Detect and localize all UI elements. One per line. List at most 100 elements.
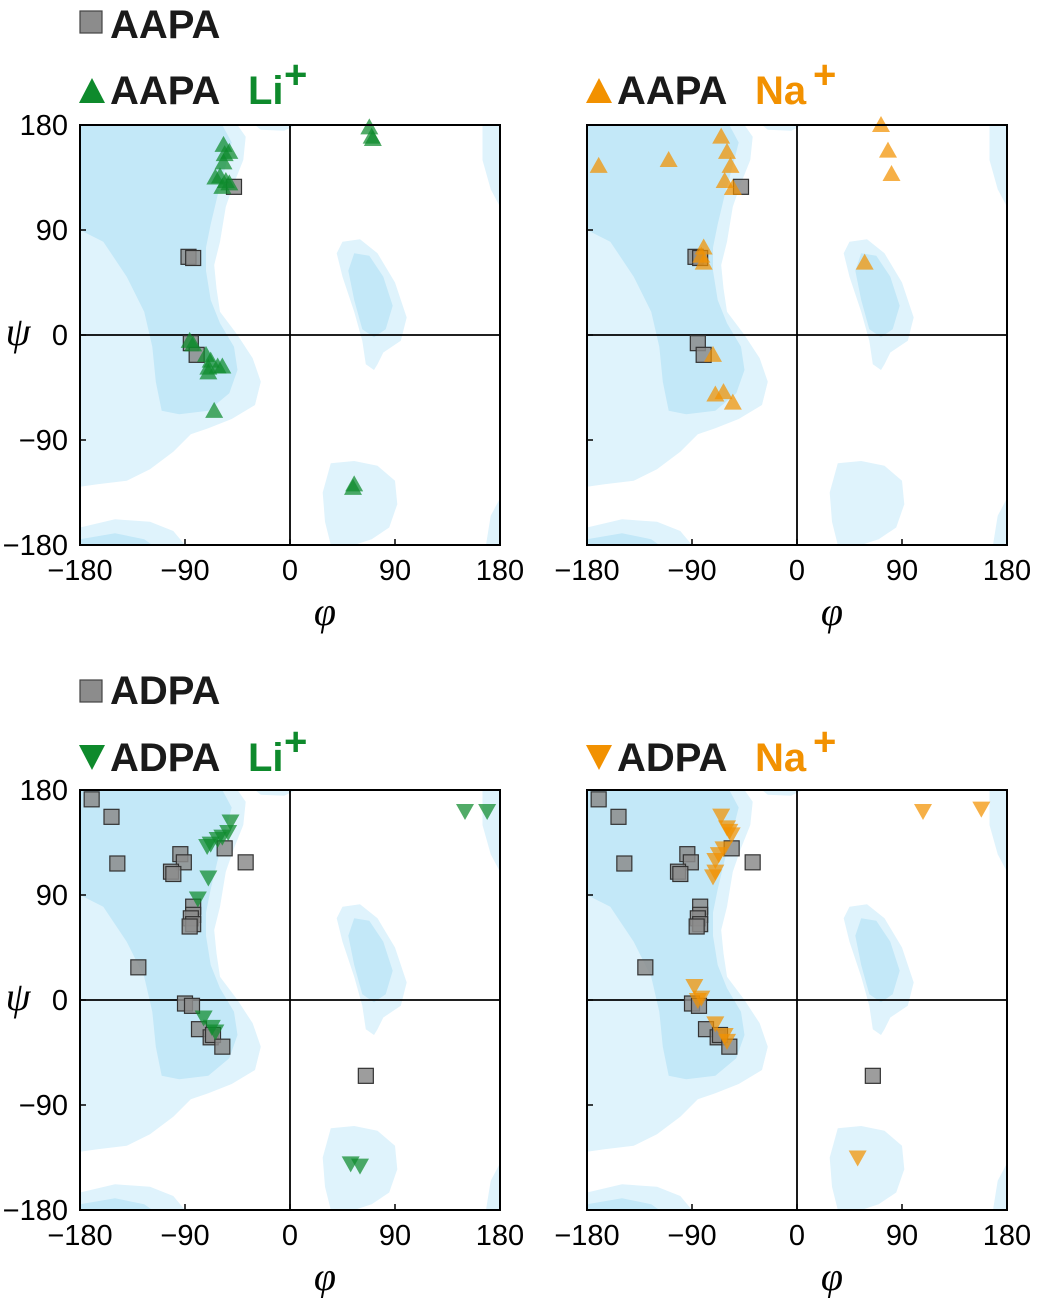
marker-square-gray-2 xyxy=(109,855,126,872)
legend-aapa-na: AAPA Na + xyxy=(586,53,836,113)
region-edge-bottom-right-light xyxy=(993,498,1007,545)
marker-square-gray-16 xyxy=(183,997,201,1014)
marker-triangle-down-green-0 xyxy=(456,804,474,820)
marker-square-gray-2 xyxy=(185,249,202,267)
x-tick-label: 0 xyxy=(282,1220,298,1252)
legend-adpa-na-charge: + xyxy=(813,720,836,764)
region-bottom-left-dark xyxy=(587,533,660,545)
region-bottom-left-dark xyxy=(80,1198,153,1210)
region-left-alpha-dark xyxy=(348,918,393,1003)
region-edge-top-right-light xyxy=(482,790,500,872)
x-axis-label: φ xyxy=(314,589,336,634)
legend-adpa: ADPA xyxy=(79,669,220,713)
y-axis-label: ψ xyxy=(6,974,32,1019)
marker-square-gray-2 xyxy=(616,855,633,872)
marker-square-gray-0 xyxy=(83,791,100,808)
region-edge-top-light xyxy=(255,125,296,131)
x-tick-label: 180 xyxy=(983,555,1031,587)
marker-triangle-down-orange-10 xyxy=(704,869,722,886)
region-edge-top-light xyxy=(762,125,803,131)
legend-adpa-na-triangle-icon xyxy=(586,745,612,770)
x-tick-label: −90 xyxy=(667,555,716,587)
legend-adpa-li-ion: Li xyxy=(248,736,284,780)
marker-triangle-up-green-19 xyxy=(213,357,232,374)
marker-triangle-up-orange-4 xyxy=(721,156,740,173)
marker-triangle-down-orange-2 xyxy=(712,808,731,825)
x-axis-label: φ xyxy=(821,589,843,634)
marker-triangle-down-orange-5 xyxy=(722,827,741,844)
region-edge-top-light xyxy=(762,790,803,796)
panel-0: −180 −90 0 90 180 φ 180 90 0 −90 −180 ψ xyxy=(3,110,525,634)
panel-1: −180 −90 0 90 180 φ xyxy=(554,116,1031,634)
marker-triangle-down-green-1 xyxy=(478,804,497,820)
legend-adpa-li-charge: + xyxy=(284,720,307,764)
x-tick-label: −90 xyxy=(160,555,209,587)
marker-square-gray-0 xyxy=(590,791,607,808)
marker-triangle-up-orange-13 xyxy=(855,253,874,270)
region-bottom-light xyxy=(322,461,398,545)
marker-triangle-down-orange-17 xyxy=(848,1150,867,1167)
y-tick-label: −180 xyxy=(3,1195,68,1227)
marker-square-gray-7 xyxy=(165,865,182,883)
x-tick-label: 180 xyxy=(983,1220,1031,1252)
marker-triangle-up-orange-14 xyxy=(704,345,722,362)
marker-triangle-up-orange-8 xyxy=(879,141,897,158)
marker-square-gray-1 xyxy=(610,808,627,825)
y-axis-label: ψ xyxy=(6,309,32,354)
marker-square-gray-3 xyxy=(637,959,654,976)
legend-adpa-na-label: ADPA xyxy=(617,736,727,780)
marker-triangle-up-green-5 xyxy=(220,142,239,159)
region-edge-bottom-right-light xyxy=(486,498,500,545)
marker-triangle-up-green-6 xyxy=(214,153,233,170)
region-edge-top-light xyxy=(255,790,296,796)
panels: −180 −90 0 90 180 φ 180 90 0 −90 −180 ψ −180 −90 0 90 18… xyxy=(3,110,1032,1298)
region-bottom-light xyxy=(829,461,905,545)
marker-triangle-up-orange-0 xyxy=(589,156,608,173)
x-tick-label: −180 xyxy=(47,555,112,587)
y-tick-label: 0 xyxy=(52,320,68,352)
x-axis-label: φ xyxy=(821,1254,843,1298)
region-left-alpha-dark xyxy=(855,253,900,338)
marker-triangle-down-green-7 xyxy=(198,839,217,855)
marker-square-gray-9 xyxy=(744,854,761,871)
legend-aapa: AAPA xyxy=(79,3,220,47)
marker-square-gray-1 xyxy=(103,808,120,825)
x-tick-label: 0 xyxy=(789,555,805,587)
panel-2: −180 −90 0 90 180 φ 180 90 0 −90 −180 ψ xyxy=(3,775,525,1298)
marker-triangle-down-green-9 xyxy=(188,891,207,908)
y-tick-label: −180 xyxy=(3,530,68,562)
y-tick-label: −90 xyxy=(19,425,68,457)
marker-triangle-up-orange-17 xyxy=(723,393,742,410)
region-left-alpha-dark xyxy=(348,253,393,338)
x-tick-label: 0 xyxy=(282,555,298,587)
legend-aapa-li: AAPA Li + xyxy=(79,53,307,113)
x-tick-label: 90 xyxy=(379,555,411,587)
marker-triangle-down-orange-8 xyxy=(706,853,725,869)
x-tick-label: 180 xyxy=(476,1220,524,1252)
marker-triangle-up-green-20 xyxy=(205,401,224,418)
marker-square-gray-9 xyxy=(237,854,254,871)
legend-aapa-na-triangle-icon xyxy=(586,78,612,103)
marker-triangle-down-orange-16 xyxy=(718,1033,736,1050)
region-bottom-left-dark xyxy=(587,1198,660,1210)
marker-triangle-up-green-11 xyxy=(213,177,232,194)
marker-triangle-up-orange-5 xyxy=(715,172,734,188)
x-axis-label: φ xyxy=(314,1254,336,1298)
x-tick-label: −90 xyxy=(160,1220,209,1252)
y-tick-label: −90 xyxy=(19,1090,68,1122)
legend-adpa-li-triangle-icon xyxy=(79,745,105,770)
marker-triangle-down-green-10 xyxy=(194,1010,213,1027)
marker-triangle-up-orange-6 xyxy=(723,179,742,195)
marker-square-gray-3 xyxy=(130,959,147,976)
legend-aapa-li-charge: + xyxy=(284,53,307,97)
x-tick-label: −180 xyxy=(554,555,619,587)
region-bottom-left-dark xyxy=(80,533,153,545)
region-edge-top-right-light xyxy=(989,125,1007,207)
marker-triangle-down-orange-1 xyxy=(972,801,991,818)
y-tick-label: 180 xyxy=(20,110,68,142)
marker-triangle-down-green-2 xyxy=(221,814,240,831)
marker-triangle-up-orange-1 xyxy=(659,151,678,167)
legend-aapa-na-charge: + xyxy=(813,53,836,97)
marker-triangle-down-orange-0 xyxy=(914,804,932,820)
